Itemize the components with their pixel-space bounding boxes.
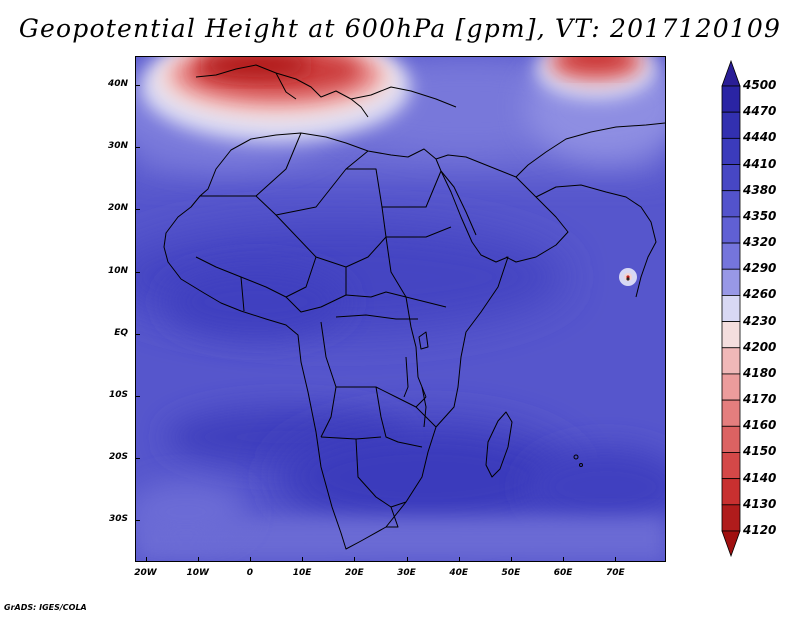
colorbar-swatch bbox=[721, 164, 741, 192]
longitude-tick bbox=[197, 557, 199, 562]
colorbar-swatch bbox=[721, 504, 741, 532]
latitude-label: 20S bbox=[108, 452, 128, 463]
latitude-tick bbox=[135, 271, 140, 273]
colorbar-label: 4350 bbox=[743, 208, 777, 223]
latitude-label: 40N bbox=[107, 79, 128, 89]
latitude-label: 10N bbox=[107, 265, 128, 276]
colorbar-label: 4470 bbox=[743, 104, 777, 119]
latitude-tick bbox=[135, 333, 140, 335]
longitude-label: 30E bbox=[397, 568, 416, 578]
colorbar-swatch bbox=[721, 216, 741, 244]
latitude-label: 30S bbox=[108, 514, 128, 525]
latitude-tick bbox=[135, 396, 140, 397]
colorbar-top-arrow bbox=[721, 59, 741, 87]
europe-coastline bbox=[195, 64, 457, 108]
map-title: Geopotential Height at 600hPa [gpm], VT:… bbox=[18, 14, 782, 43]
madagascar-coastline bbox=[485, 411, 513, 478]
longitude-tick bbox=[249, 557, 251, 562]
latitude-tick bbox=[135, 147, 140, 149]
colorbar-swatch bbox=[721, 268, 741, 296]
colorbar-label: 4170 bbox=[743, 392, 777, 407]
arabia-coastline bbox=[435, 154, 569, 263]
asia-coastline bbox=[535, 184, 657, 298]
latitude-tick bbox=[135, 209, 140, 211]
longitude-label: 10W bbox=[186, 568, 209, 578]
colorbar-label: 4230 bbox=[743, 313, 777, 328]
latitude-label: EQ bbox=[114, 327, 128, 338]
colorbar-label: 4160 bbox=[743, 418, 777, 433]
longitude-tick bbox=[145, 557, 147, 562]
colorbar-swatch bbox=[721, 111, 741, 139]
latitude-tick bbox=[135, 458, 140, 460]
colorbar-label: 4140 bbox=[743, 470, 777, 485]
colorbar-label: 4150 bbox=[743, 444, 777, 459]
longitude-tick bbox=[563, 557, 565, 562]
colorbar-swatch bbox=[721, 190, 741, 218]
longitude-tick bbox=[510, 557, 512, 562]
colorbar-swatch bbox=[721, 85, 741, 113]
colorbar-label: 4500 bbox=[743, 78, 777, 92]
colorbar-label: 4180 bbox=[743, 365, 777, 380]
colorbar-label: 4130 bbox=[743, 496, 777, 511]
colorbar-swatch bbox=[721, 242, 741, 270]
colorbar-swatch bbox=[721, 347, 741, 375]
coastline-and-borders bbox=[163, 64, 665, 550]
longitude-tick bbox=[302, 557, 304, 562]
longitude-label: 50E bbox=[501, 568, 521, 578]
latitude-tick bbox=[135, 520, 140, 522]
colorbar-swatch bbox=[721, 399, 741, 427]
colorbar-swatch bbox=[721, 321, 741, 349]
colorbar-bottom-arrow bbox=[721, 530, 741, 558]
longitude-tick bbox=[354, 557, 356, 562]
longitude-label: 0 bbox=[246, 568, 254, 578]
colorbar-label: 4380 bbox=[743, 182, 777, 197]
colorbar-label: 4290 bbox=[743, 261, 777, 276]
colorbar-swatch bbox=[721, 137, 741, 165]
latitude-label: 30N bbox=[107, 141, 128, 152]
longitude-label: 70E bbox=[605, 568, 625, 578]
colorbar-label: 4200 bbox=[743, 339, 777, 354]
latitude-tick bbox=[135, 85, 140, 86]
longitude-label: 20E bbox=[344, 568, 364, 578]
longitude-tick bbox=[615, 557, 617, 562]
longitude-tick bbox=[458, 557, 460, 562]
longitude-label: 10E bbox=[292, 568, 312, 578]
colorbar-label: 4440 bbox=[743, 130, 777, 145]
colorbar-swatch bbox=[721, 425, 741, 453]
geopotential-field-map bbox=[136, 57, 665, 561]
map-plot-area bbox=[135, 56, 666, 562]
colorbar-swatch bbox=[721, 373, 741, 401]
colorbar-swatch bbox=[721, 452, 741, 480]
africa-coastline bbox=[163, 132, 509, 550]
colorbar-label: 4320 bbox=[743, 235, 777, 250]
colorbar-label: 4120 bbox=[743, 523, 777, 537]
longitude-label: 60E bbox=[553, 568, 573, 578]
footer-credit: GrADS: IGES/COLA bbox=[4, 603, 87, 612]
colorbar-swatch bbox=[721, 478, 741, 506]
latitude-label: 10S bbox=[108, 390, 128, 400]
colorbar-label: 4260 bbox=[743, 287, 777, 302]
latitude-label: 20N bbox=[107, 203, 128, 214]
colorbar-swatch bbox=[721, 295, 741, 322]
longitude-tick bbox=[406, 557, 408, 562]
longitude-label: 20W bbox=[134, 568, 157, 578]
longitude-label: 40E bbox=[449, 568, 469, 578]
colorbar-label: 4410 bbox=[743, 156, 777, 171]
height-field-shading bbox=[136, 57, 665, 561]
